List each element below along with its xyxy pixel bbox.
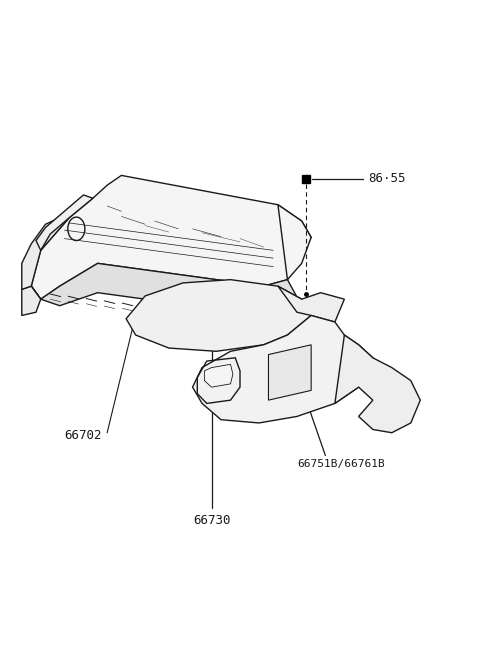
Polygon shape: [31, 175, 311, 299]
Polygon shape: [278, 286, 344, 322]
Polygon shape: [192, 315, 373, 423]
Polygon shape: [22, 217, 69, 290]
Text: 86·55: 86·55: [368, 172, 406, 185]
Polygon shape: [36, 195, 93, 250]
Text: 66702: 66702: [64, 430, 102, 442]
Polygon shape: [22, 286, 41, 315]
Polygon shape: [278, 205, 311, 280]
Polygon shape: [268, 345, 311, 400]
Text: 66730: 66730: [193, 514, 230, 527]
Polygon shape: [126, 280, 311, 351]
Polygon shape: [204, 365, 233, 387]
Text: 66751B/66761B: 66751B/66761B: [297, 459, 384, 469]
Polygon shape: [335, 335, 420, 433]
Polygon shape: [31, 263, 301, 315]
